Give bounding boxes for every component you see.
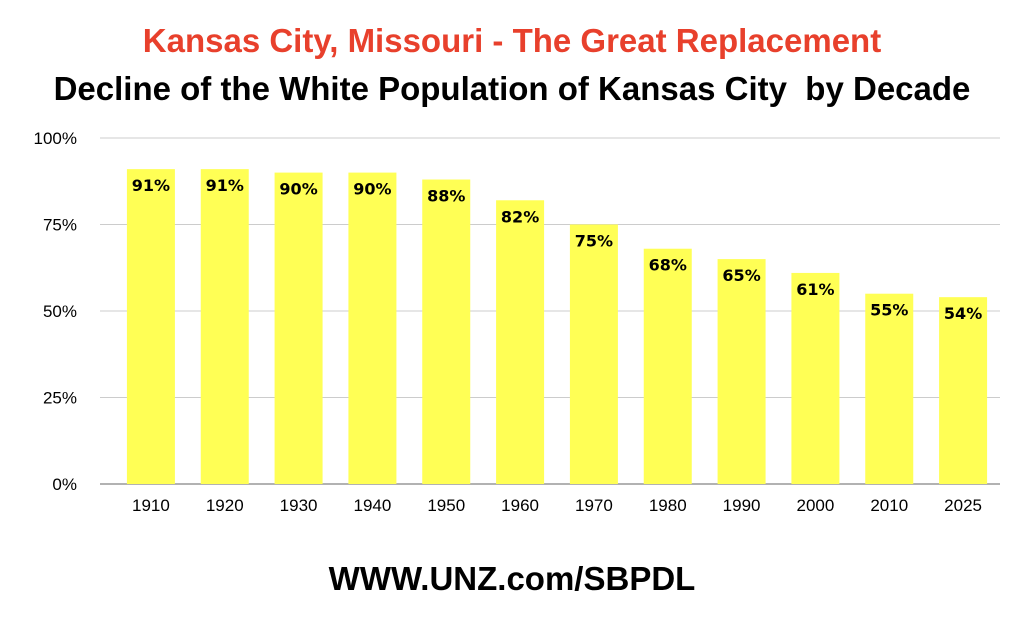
bar-data-label: 54% xyxy=(944,304,982,323)
bar-data-label: 75% xyxy=(575,232,613,251)
y-tick-label: 50% xyxy=(43,302,77,321)
bar xyxy=(348,172,397,484)
x-tick-label: 1990 xyxy=(723,496,761,515)
bar-data-label: 55% xyxy=(870,301,908,320)
bar xyxy=(496,200,545,484)
chart-subtitle: Decline of the White Population of Kansa… xyxy=(53,70,971,107)
chart-footer: WWW.UNZ.com/SBPDL xyxy=(328,560,696,597)
bar xyxy=(274,172,323,484)
bar xyxy=(200,169,249,484)
bar-data-label: 90% xyxy=(279,180,317,199)
x-tick-label: 1940 xyxy=(354,496,392,515)
x-tick-label: 1910 xyxy=(132,496,170,515)
bar xyxy=(791,272,840,484)
chart-title: Kansas City, Missouri - The Great Replac… xyxy=(142,22,882,59)
bar xyxy=(569,224,618,484)
x-tick-label: 1920 xyxy=(206,496,244,515)
y-tick-label: 75% xyxy=(43,216,77,235)
y-tick-label: 25% xyxy=(43,389,77,408)
x-tick-label: 2000 xyxy=(797,496,835,515)
bar-data-label: 65% xyxy=(722,266,760,285)
bar-data-label: 88% xyxy=(427,187,465,206)
bar xyxy=(939,297,988,484)
y-axis-ticks: 0% 25% 50% 75% 100% xyxy=(34,129,77,494)
bar-data-label: 61% xyxy=(796,280,834,299)
x-tick-label: 2010 xyxy=(870,496,908,515)
bar xyxy=(865,293,914,484)
bar-data-label: 90% xyxy=(353,180,391,199)
bar xyxy=(643,248,692,484)
bar-data-label: 68% xyxy=(649,256,687,275)
bar xyxy=(126,169,175,484)
x-tick-label: 1960 xyxy=(501,496,539,515)
y-tick-label: 100% xyxy=(34,129,77,148)
bar-data-label: 91% xyxy=(206,176,244,195)
bars xyxy=(126,169,988,484)
bar xyxy=(717,259,766,484)
x-tick-label: 1980 xyxy=(649,496,687,515)
grid-lines xyxy=(100,137,1000,485)
x-axis-ticks: 1910 1920 1930 1940 1950 1960 1970 1980 1990 2000… xyxy=(132,496,982,515)
data-labels: 91% 91% 90% 90% 88% 82% 75% 68% 65% 61% 55% 54% xyxy=(132,176,982,323)
x-tick-label: 1930 xyxy=(280,496,318,515)
x-tick-label: 1950 xyxy=(427,496,465,515)
x-tick-label: 2025 xyxy=(944,496,982,515)
bar-data-label: 91% xyxy=(132,176,170,195)
bar-data-label: 82% xyxy=(501,207,539,226)
bar xyxy=(422,179,471,484)
y-tick-label: 0% xyxy=(52,475,77,494)
x-tick-label: 1970 xyxy=(575,496,613,515)
